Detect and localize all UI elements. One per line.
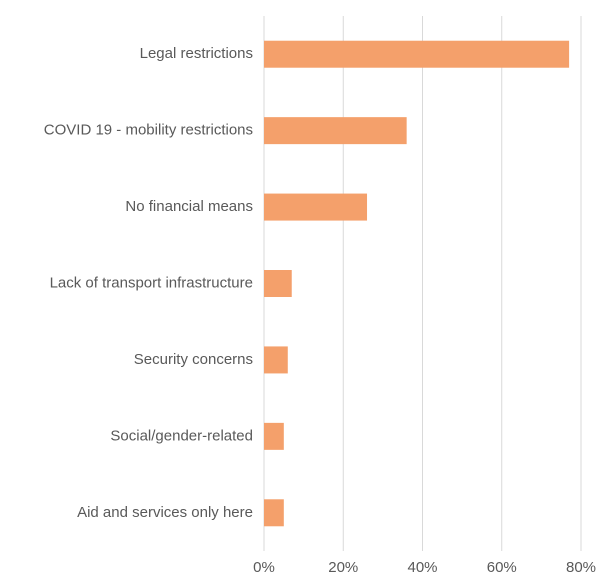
bar bbox=[264, 40, 570, 68]
y-tick-label: Lack of transport infrastructure bbox=[50, 274, 253, 291]
x-tick-label: 0% bbox=[253, 559, 275, 576]
y-tick-label: Legal restrictions bbox=[140, 45, 253, 62]
bar bbox=[264, 117, 407, 145]
y-tick-label: COVID 19 - mobility restrictions bbox=[44, 122, 253, 139]
bar bbox=[264, 422, 284, 450]
x-tick-label: 40% bbox=[407, 559, 437, 576]
bar bbox=[264, 193, 368, 221]
x-tick-label: 80% bbox=[566, 559, 596, 576]
bar bbox=[264, 346, 288, 374]
x-tick-label: 60% bbox=[487, 559, 517, 576]
y-tick-label: Security concerns bbox=[134, 351, 253, 368]
y-tick-label: Social/gender-related bbox=[110, 427, 253, 444]
bar bbox=[264, 270, 292, 297]
x-tick-label: 20% bbox=[328, 559, 358, 576]
y-tick-label: No financial means bbox=[125, 198, 253, 215]
y-tick-label: Aid and services only here bbox=[77, 504, 253, 521]
bar bbox=[264, 499, 284, 527]
